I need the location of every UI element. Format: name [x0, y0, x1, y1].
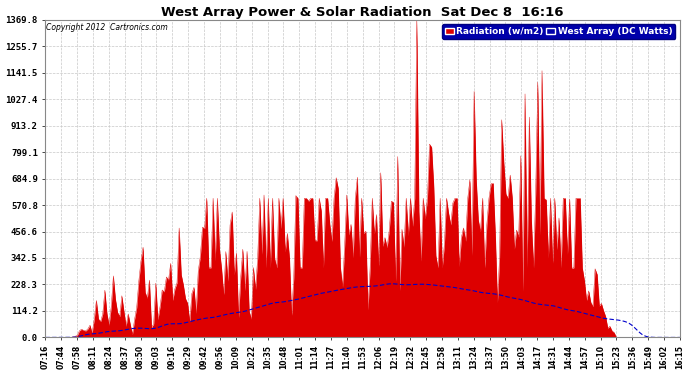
Text: Copyright 2012  Cartronics.com: Copyright 2012 Cartronics.com [46, 23, 168, 32]
Title: West Array Power & Solar Radiation  Sat Dec 8  16:16: West Array Power & Solar Radiation Sat D… [161, 6, 564, 18]
Legend: Radiation (w/m2), West Array (DC Watts): Radiation (w/m2), West Array (DC Watts) [442, 24, 676, 39]
